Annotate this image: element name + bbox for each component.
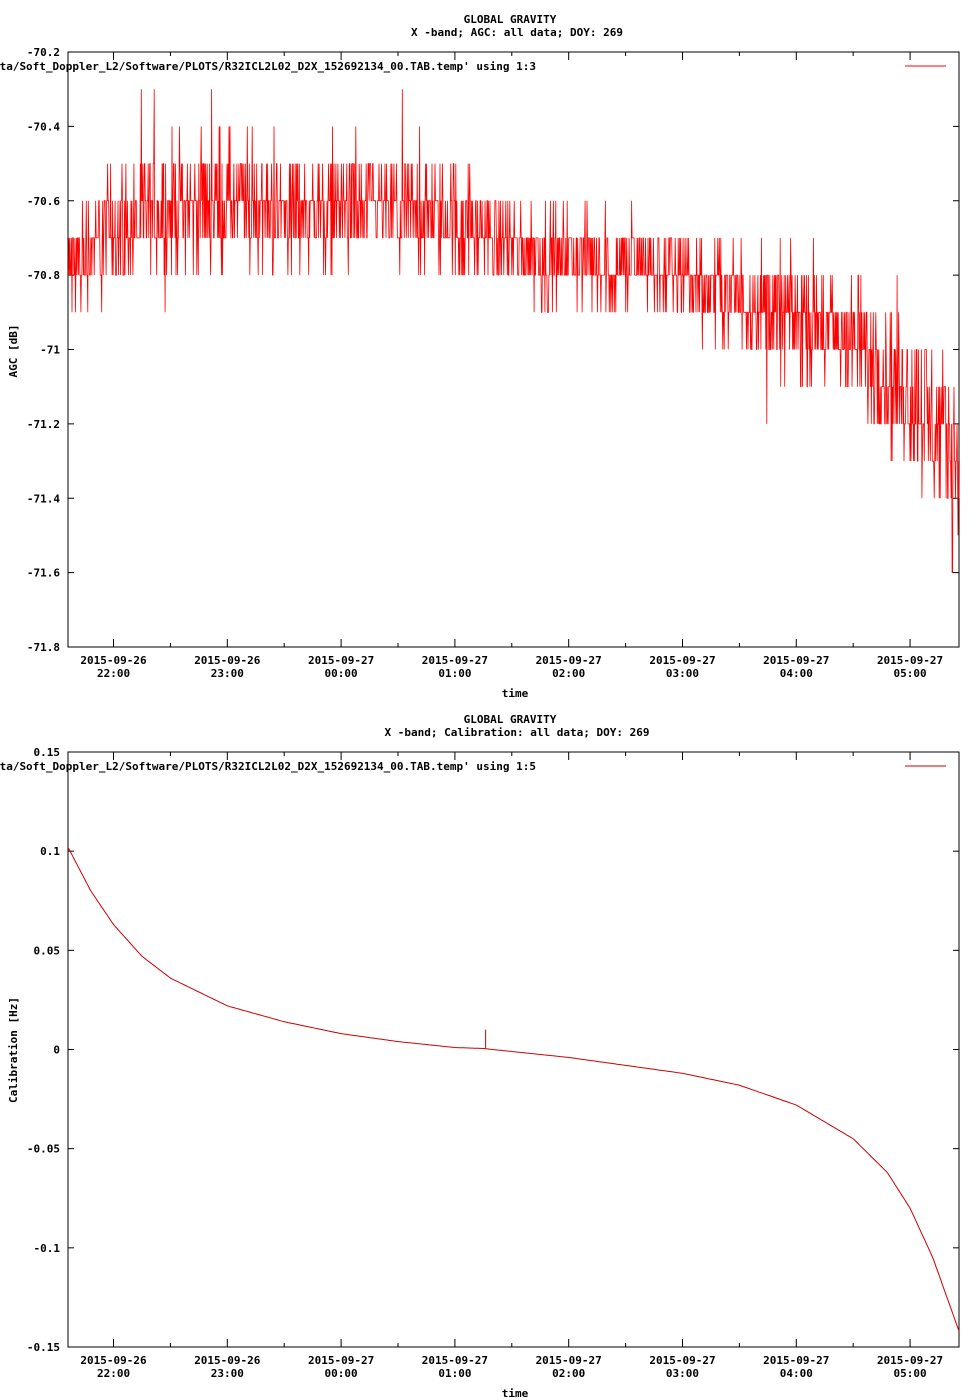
x-tick-date: 2015-09-27 xyxy=(763,1354,829,1367)
y-ticks: -70.2 -70.4 -70.6 -70.8 -71 -71.2 -71.4 -71.6 -7… xyxy=(27,46,959,654)
x-tick-date: 2015-09-27 xyxy=(877,1354,943,1367)
x-tick-date: 2015-09-27 xyxy=(308,654,374,667)
x-tick-date: 2015-09-26 xyxy=(194,654,261,667)
x-tick-time: 03:00 xyxy=(666,1367,699,1380)
x-tick-time: 01:00 xyxy=(438,1367,471,1380)
x-ticks: 2015-09-2622:002015-09-2623:002015-09-27… xyxy=(80,52,943,680)
x-tick-time: 05:00 xyxy=(894,1367,927,1380)
x-tick-time: 04:00 xyxy=(780,667,813,680)
x-tick-time: 02:00 xyxy=(552,1367,585,1380)
x-tick-time: 00:00 xyxy=(325,667,358,680)
y-tick-label: -71.6 xyxy=(27,567,60,580)
x-axis-label: time xyxy=(502,687,529,700)
x-tick-time: 23:00 xyxy=(211,1367,244,1380)
x-tick-time: 04:00 xyxy=(780,1367,813,1380)
x-tick-date: 2015-09-26 xyxy=(80,654,147,667)
legend-label: 'Z:/ddswork/process_data/Soft_Doppler_L2… xyxy=(0,60,536,73)
x-tick-time: 00:00 xyxy=(325,1367,358,1380)
agc-panel: GLOBAL GRAVITY X -band; AGC: all data; D… xyxy=(0,13,960,700)
y-tick-label: 0.1 xyxy=(40,845,60,858)
y-tick-label: 0 xyxy=(53,1044,60,1057)
x-tick-time: 23:00 xyxy=(211,667,244,680)
y-tick-label: -70.6 xyxy=(27,195,60,208)
x-tick-date: 2015-09-27 xyxy=(649,1354,715,1367)
series-layer xyxy=(68,89,960,573)
x-tick-date: 2015-09-26 xyxy=(194,1354,261,1367)
x-tick-date: 2015-09-27 xyxy=(422,1354,488,1367)
calibration-series-line xyxy=(67,846,960,1332)
x-tick-time: 22:00 xyxy=(97,667,130,680)
y-tick-label: -71 xyxy=(40,344,60,357)
y-axis-label: AGC [dB] xyxy=(7,325,20,378)
y-axis-label: Calibration [Hz] xyxy=(7,997,20,1103)
calibration-panel: GLOBAL GRAVITY X -band; Calibration: all… xyxy=(0,713,960,1400)
y-tick-label: -0.15 xyxy=(27,1341,60,1354)
y-tick-label: -71.8 xyxy=(27,641,60,654)
x-ticks: 2015-09-2622:002015-09-2623:002015-09-27… xyxy=(80,752,943,1380)
x-tick-time: 22:00 xyxy=(97,1367,130,1380)
x-tick-time: 03:00 xyxy=(666,667,699,680)
x-tick-date: 2015-09-27 xyxy=(877,654,943,667)
y-ticks: 0.15 0.1 0.05 0 -0.05 -0.1 -0.15 xyxy=(27,746,959,1354)
y-tick-label: 0.15 xyxy=(34,746,61,759)
chart-title: GLOBAL GRAVITY xyxy=(464,13,557,26)
x-tick-time: 05:00 xyxy=(894,667,927,680)
y-tick-label: 0.05 xyxy=(34,944,61,957)
legend-label: 'Z:/ddswork/process_data/Soft_Doppler_L2… xyxy=(0,760,536,773)
y-tick-label: -0.1 xyxy=(34,1242,61,1255)
x-tick-date: 2015-09-27 xyxy=(536,1354,602,1367)
x-tick-date: 2015-09-26 xyxy=(80,1354,147,1367)
plot-frame xyxy=(67,751,960,1348)
x-axis-label: time xyxy=(502,1387,529,1400)
y-tick-label: -71.2 xyxy=(27,418,60,431)
x-tick-date: 2015-09-27 xyxy=(536,654,602,667)
x-tick-date: 2015-09-27 xyxy=(649,654,715,667)
x-tick-time: 02:00 xyxy=(552,667,585,680)
x-tick-date: 2015-09-27 xyxy=(422,654,488,667)
x-tick-date: 2015-09-27 xyxy=(308,1354,374,1367)
chart-subtitle: X -band; Calibration: all data; DOY: 269 xyxy=(385,726,650,739)
x-tick-time: 01:00 xyxy=(438,667,471,680)
chart-subtitle: X -band; AGC: all data; DOY: 269 xyxy=(411,26,623,39)
y-tick-label: -70.8 xyxy=(27,269,60,282)
y-tick-label: -70.2 xyxy=(27,46,60,59)
chart-title: GLOBAL GRAVITY xyxy=(464,713,557,726)
y-tick-label: -70.4 xyxy=(27,120,60,133)
x-tick-date: 2015-09-27 xyxy=(763,654,829,667)
y-tick-label: -71.4 xyxy=(27,492,60,505)
series-layer xyxy=(67,846,960,1332)
y-tick-label: -0.05 xyxy=(27,1143,60,1156)
agc-series-line xyxy=(68,89,960,573)
